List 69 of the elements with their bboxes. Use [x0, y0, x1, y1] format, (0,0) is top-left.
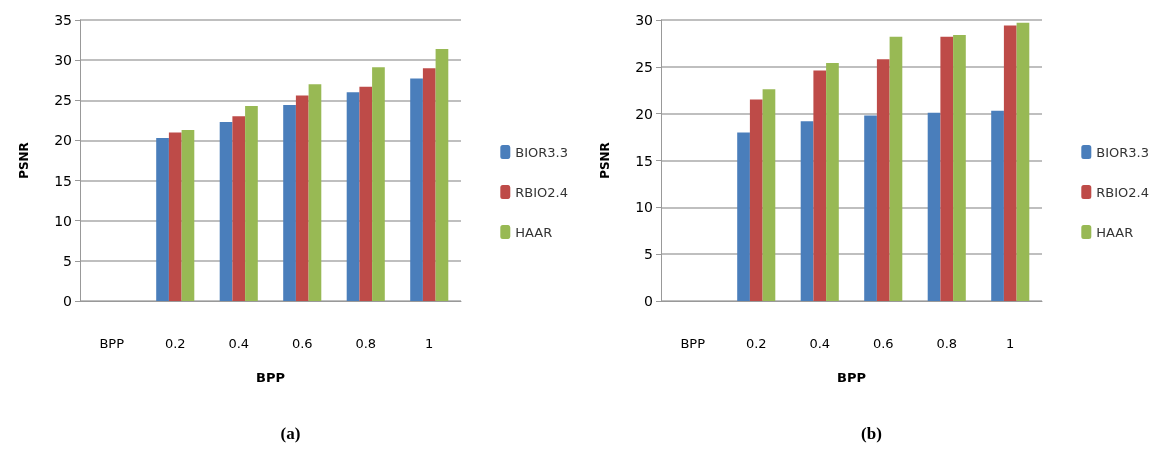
bar	[876, 59, 890, 301]
bar	[813, 70, 827, 301]
bar	[435, 48, 449, 301]
y-tick-label: 35	[54, 12, 72, 28]
legend-label: RBIO2.4	[515, 184, 569, 200]
bar	[232, 116, 246, 301]
x-axis-title: BPP	[256, 370, 285, 385]
x-tick-label: 0.4	[228, 336, 250, 351]
x-tick-label: 0.8	[355, 336, 377, 351]
bar	[1003, 25, 1017, 301]
bar	[737, 132, 750, 301]
bar	[826, 63, 839, 301]
x-tick-label: 0.6	[872, 336, 894, 351]
bar	[308, 84, 322, 301]
bar	[359, 86, 373, 301]
y-tick-label: 20	[54, 132, 72, 149]
legend-label: HAAR	[515, 224, 553, 240]
bar	[927, 112, 941, 301]
bar	[422, 68, 436, 301]
y-tick-label: 20	[635, 105, 653, 122]
y-tick-label: 5	[644, 246, 653, 263]
y-axis-title: PSNR	[17, 142, 31, 179]
x-tick-label: 0.4	[809, 336, 831, 351]
x-tick-label: 1	[1006, 336, 1015, 351]
legend-label: BIOR3.3	[1096, 144, 1150, 160]
y-tick-label: 15	[54, 172, 72, 189]
bar	[953, 34, 966, 301]
bar	[410, 78, 423, 301]
y-axis-title: PSNR	[598, 142, 612, 179]
bar	[372, 67, 385, 301]
bar	[168, 132, 182, 301]
bar	[749, 99, 763, 301]
y-tick-label: 25	[635, 58, 653, 75]
bar	[800, 121, 814, 301]
bar	[762, 89, 776, 301]
bar	[156, 138, 169, 301]
bar	[219, 121, 233, 301]
bar	[346, 92, 360, 301]
legend-label: BIOR3.3	[515, 144, 569, 160]
y-tick-label: 0	[63, 293, 72, 309]
bar	[889, 36, 903, 301]
bar	[245, 105, 258, 301]
text: (b)	[861, 424, 882, 443]
bar	[295, 95, 309, 301]
x-tick-label: 0.2	[745, 336, 767, 351]
legend-label: HAAR	[1096, 224, 1134, 240]
y-tick-label: 15	[635, 152, 653, 169]
bar	[181, 129, 195, 301]
y-tick-label: 0	[644, 293, 653, 309]
bar	[283, 105, 296, 301]
y-tick-label: 5	[63, 252, 72, 269]
text: (a)	[280, 424, 301, 443]
y-tick-label: 30	[635, 12, 653, 28]
x-tick-label: BPP	[99, 336, 125, 351]
x-tick-label: 1	[425, 336, 434, 351]
y-tick-label: 10	[54, 212, 72, 229]
x-tick-label: 0.8	[936, 336, 958, 351]
x-axis-title: BPP	[837, 370, 866, 385]
x-tick-label: 0.2	[164, 336, 186, 351]
legend-label: RBIO2.4	[1096, 184, 1150, 200]
y-tick-label: 25	[54, 92, 72, 109]
bar	[864, 115, 877, 301]
y-tick-label: 10	[635, 199, 653, 216]
bar	[991, 110, 1004, 301]
y-tick-label: 30	[54, 52, 72, 69]
bar	[940, 36, 954, 301]
x-tick-label: BPP	[680, 336, 706, 351]
x-tick-label: 0.6	[291, 336, 313, 351]
bar	[1016, 22, 1030, 301]
